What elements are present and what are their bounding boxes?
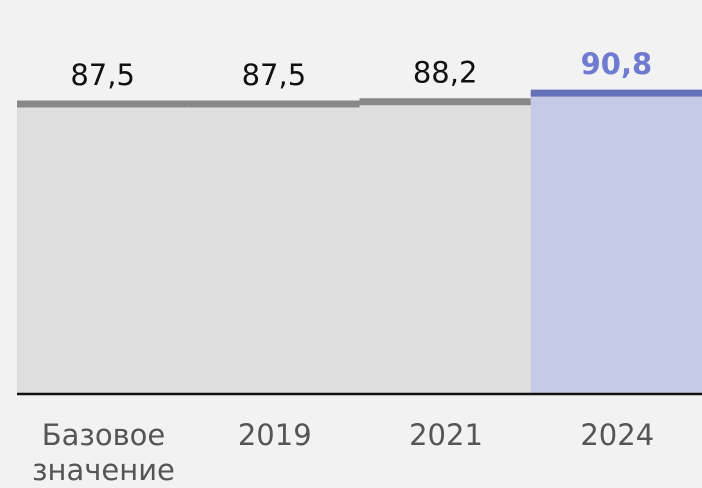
x-tick-label: 2019 [237,418,312,452]
x-tick-label: 2021 [409,418,483,452]
value-label: 88,2 [413,56,478,90]
x-tick-label: Базовое значение [32,418,175,487]
value-label: 87,5 [70,58,135,92]
x-tick-label: 2024 [580,418,655,452]
value-label: 90,8 [581,47,653,81]
bar [17,104,189,395]
bar [188,104,360,395]
value-label: 87,5 [242,58,307,92]
bar [359,101,532,394]
bar [530,93,702,394]
